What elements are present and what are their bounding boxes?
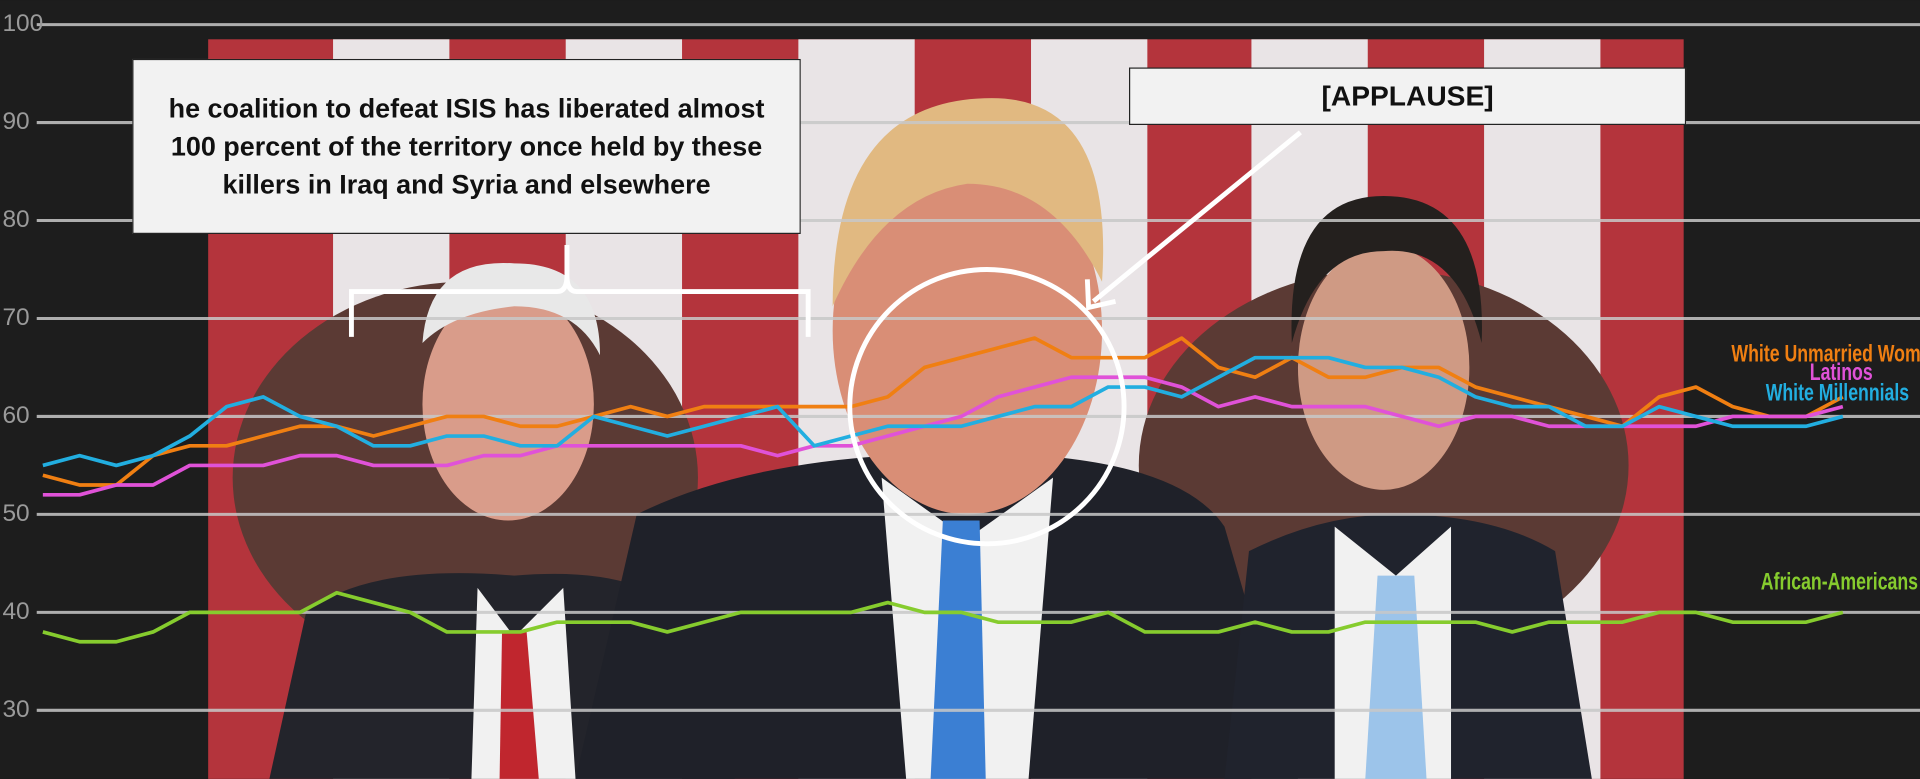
arrow: [1091, 130, 1302, 304]
applause-text: [APPLAUSE]: [1128, 67, 1687, 126]
arrow-head: [1084, 279, 1117, 311]
quote-box: he coalition to defeat ISIS has liberate…: [132, 58, 801, 234]
legend-label: White Millennials: [1766, 380, 1909, 406]
applause-box: [APPLAUSE]: [1128, 67, 1687, 126]
y-tick-label: 90: [2, 108, 29, 135]
y-tick-label: 50: [2, 500, 29, 527]
lines: [42, 336, 1844, 644]
callouts: [348, 130, 1302, 547]
series-line: [42, 375, 1844, 497]
y-tick-label: 80: [2, 206, 29, 233]
y-tick-label: 60: [2, 402, 29, 429]
y-tick-label: 30: [2, 696, 29, 723]
legend: White Unmarried WomenLatinosWhite Millen…: [1731, 341, 1920, 595]
y-tick-label: 40: [2, 598, 29, 625]
y-tick-label: 70: [2, 304, 29, 331]
legend-label: White Unmarried Women: [1731, 341, 1920, 367]
grid: 30 40 50 60 70 80 90 100: [2, 10, 1920, 723]
brace: [348, 245, 811, 337]
series-line: [42, 590, 1844, 644]
legend-label: African-Americans: [1761, 569, 1918, 595]
highlight-circle: [847, 267, 1127, 547]
quote-text: he coalition to defeat ISIS has liberate…: [132, 58, 801, 234]
legend-label: Latinos: [1810, 359, 1873, 385]
series-line: [42, 355, 1844, 468]
y-tick-label: 100: [2, 10, 43, 37]
